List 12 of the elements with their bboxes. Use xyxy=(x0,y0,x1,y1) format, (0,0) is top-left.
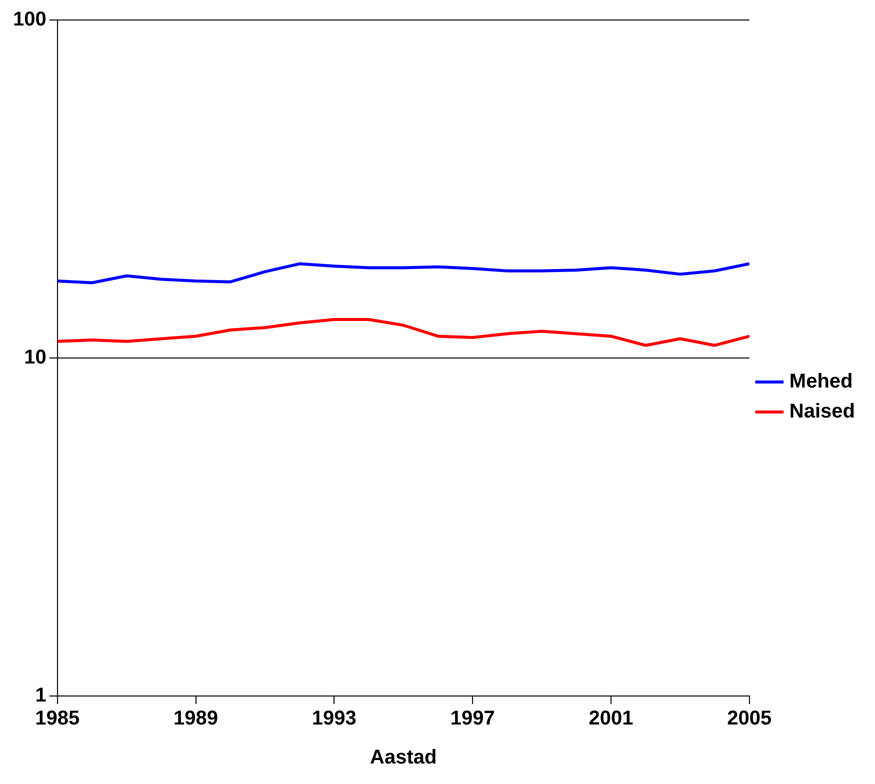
y-tick-label: 10 xyxy=(24,346,46,369)
x-tick-label: 1989 xyxy=(174,708,218,730)
x-tick-label: 1985 xyxy=(35,708,80,730)
x-tick-label: 1997 xyxy=(450,708,495,730)
legend-label: Naised xyxy=(789,400,856,423)
x-tick-label: 2005 xyxy=(727,708,772,730)
legend-label: Mehed xyxy=(789,370,853,393)
x-tick-label: 1993 xyxy=(312,708,356,730)
x-tick-label: 2001 xyxy=(588,708,634,730)
y-tick-label: 100 xyxy=(12,8,46,31)
x-axis-title: Aastad xyxy=(370,746,437,769)
y-tick-label: 1 xyxy=(35,684,46,707)
